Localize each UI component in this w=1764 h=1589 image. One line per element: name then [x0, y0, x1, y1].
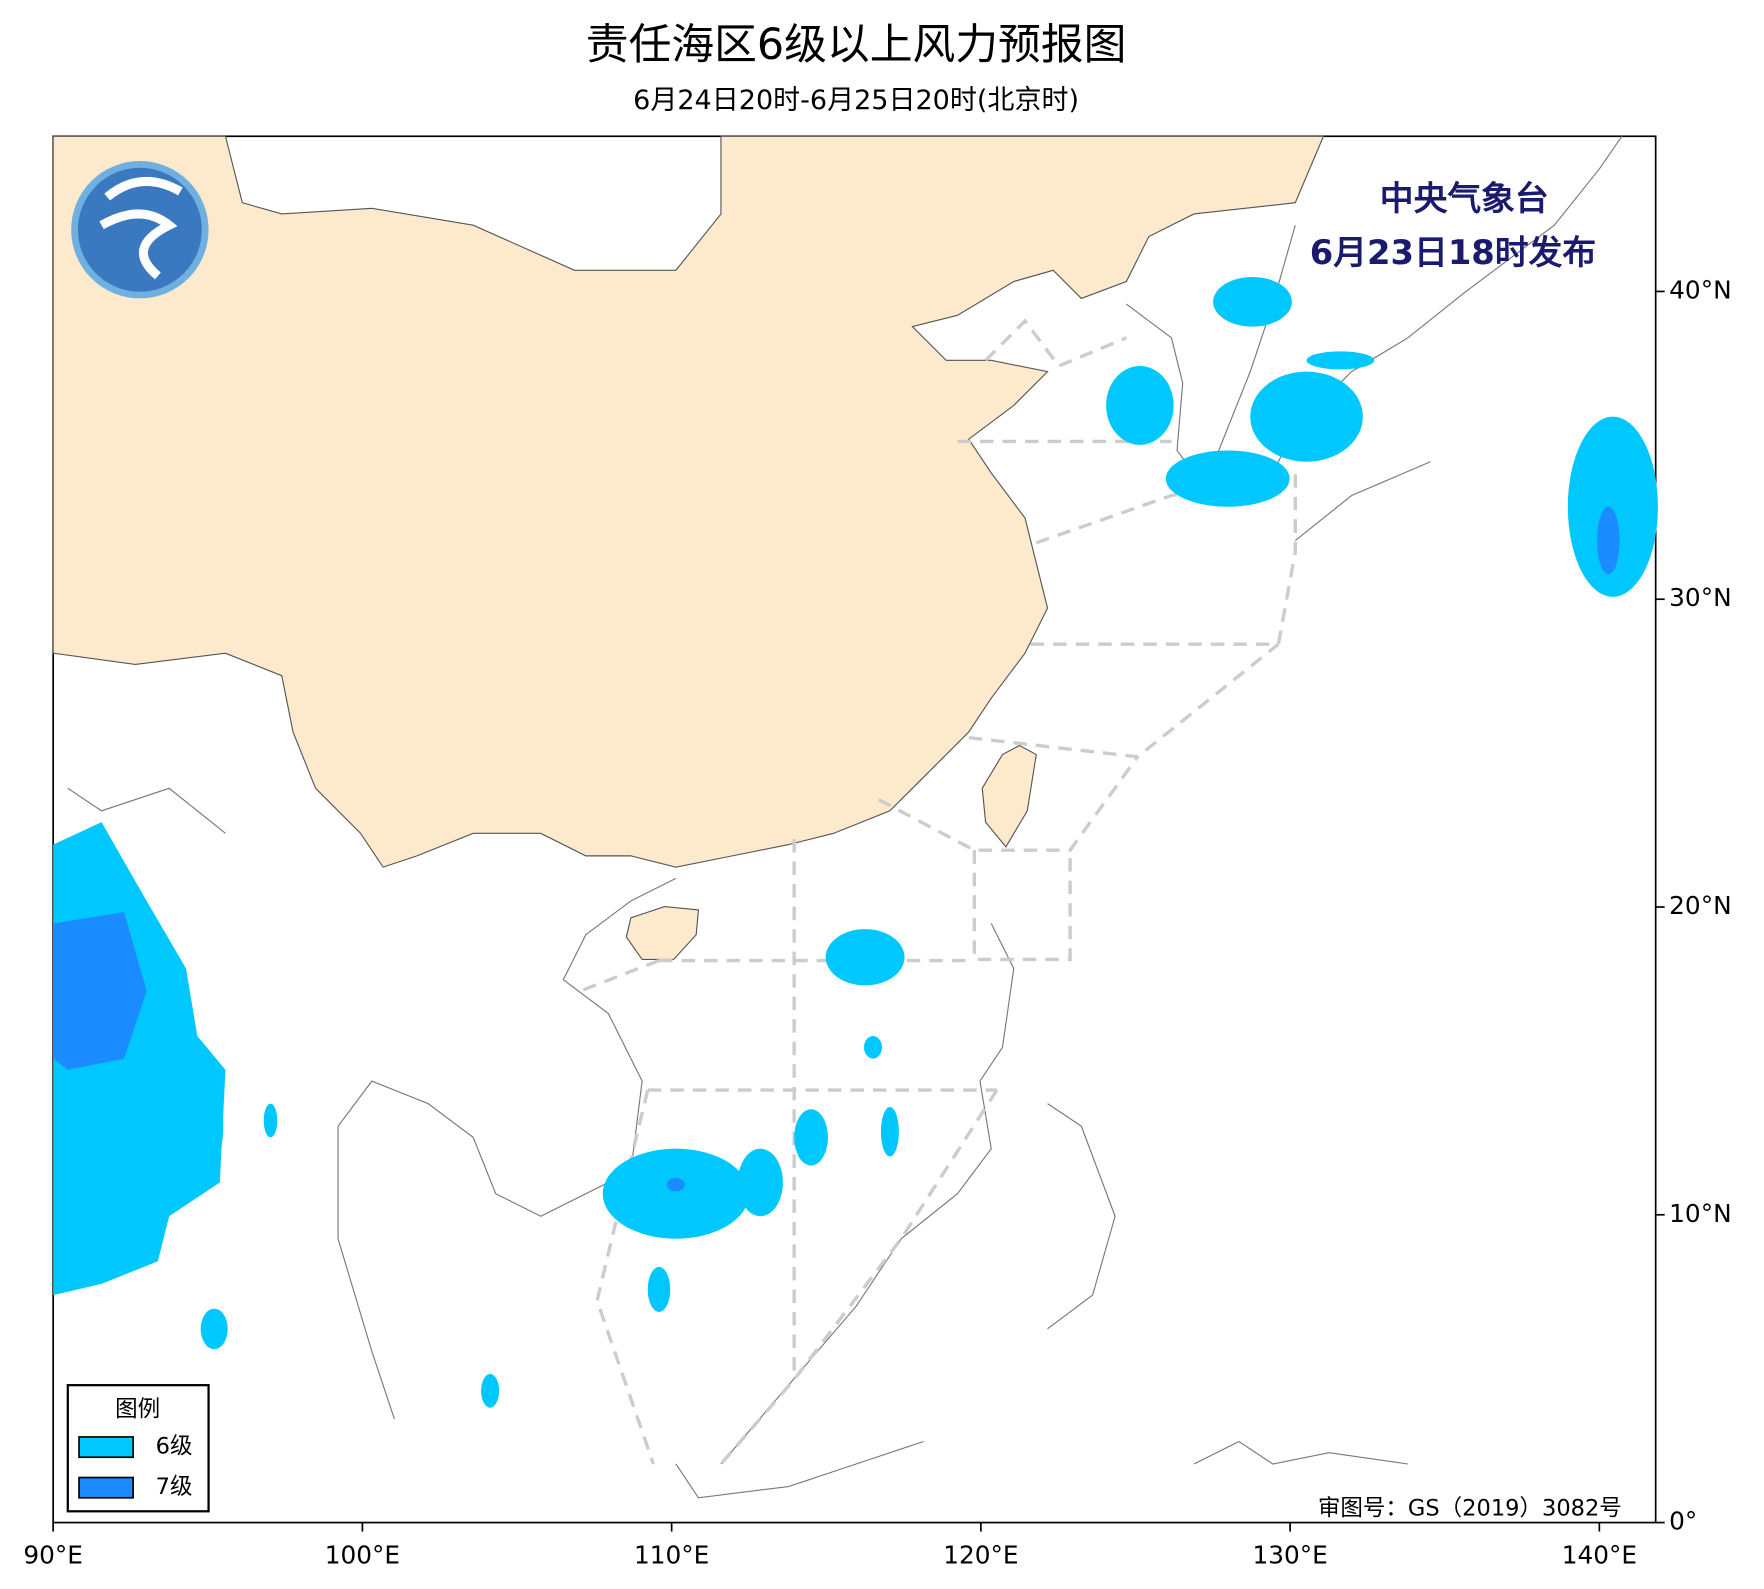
x-tick-label: 100°E	[325, 1540, 400, 1569]
legend-label: 6级	[156, 1434, 193, 1460]
wind-area	[1106, 365, 1174, 445]
issue-time: 6月23日18时发布	[1310, 233, 1596, 272]
wind-area	[182, 1075, 224, 1177]
wind-areas	[53, 277, 1658, 1408]
subtitle: 6月24日20时-6月25日20时(北京时)	[633, 85, 1079, 116]
wind-area	[863, 1036, 882, 1059]
wind-area	[794, 1109, 828, 1166]
wind-area	[1306, 351, 1375, 370]
wind-area	[647, 1266, 671, 1312]
wind-area	[666, 1177, 685, 1192]
legend-swatch	[78, 1476, 134, 1499]
legend: 图例 6级 7级	[66, 1384, 210, 1513]
wind-area	[1213, 277, 1292, 327]
y-tick-label: 10°N	[1669, 1199, 1731, 1228]
wind-area	[880, 1107, 899, 1157]
china-land	[52, 135, 1325, 868]
legend-title: 图例	[115, 1396, 160, 1422]
issuer-name: 中央气象台	[1380, 179, 1549, 218]
wind-area	[1597, 506, 1620, 575]
approval-number: 审图号：GS（2019）3082号	[1318, 1496, 1622, 1522]
x-tick-label: 90°E	[23, 1540, 83, 1569]
axes: 90°E 100°E 110°E 120°E 130°E 140°E 0° 10°N 20°N 3…	[23, 275, 1731, 1569]
wind-area	[263, 1103, 278, 1138]
x-tick-label: 110°E	[634, 1540, 709, 1569]
wind-area	[1567, 416, 1658, 597]
y-tick-label: 30°N	[1669, 583, 1731, 612]
zone-boundaries	[579, 318, 1297, 1466]
wind-area	[200, 1308, 228, 1350]
wind-area	[737, 1148, 783, 1217]
wind-area	[1165, 450, 1290, 507]
wind-area	[825, 929, 905, 986]
x-tick-label: 120°E	[943, 1540, 1018, 1569]
y-tick-label: 0°	[1669, 1507, 1697, 1536]
wind-area	[602, 1148, 750, 1239]
wind-area	[53, 912, 147, 1070]
title: 责任海区6级以上风力预报图	[586, 20, 1127, 70]
y-tick-label: 20°N	[1669, 891, 1731, 920]
y-tick-label: 40°N	[1669, 275, 1731, 304]
wind-area	[481, 1373, 500, 1408]
logo	[71, 161, 209, 299]
wind-area	[1250, 371, 1363, 462]
x-tick-label: 140°E	[1562, 1540, 1637, 1569]
map: 中央气象台 6月23日18时发布 审图号：GS（2019）3082号 图例 6级…	[52, 135, 1658, 1524]
hainan	[625, 905, 700, 961]
x-tick-label: 130°E	[1252, 1540, 1327, 1569]
legend-swatch	[78, 1436, 134, 1459]
taiwan	[981, 744, 1037, 848]
legend-label: 7级	[156, 1474, 193, 1500]
